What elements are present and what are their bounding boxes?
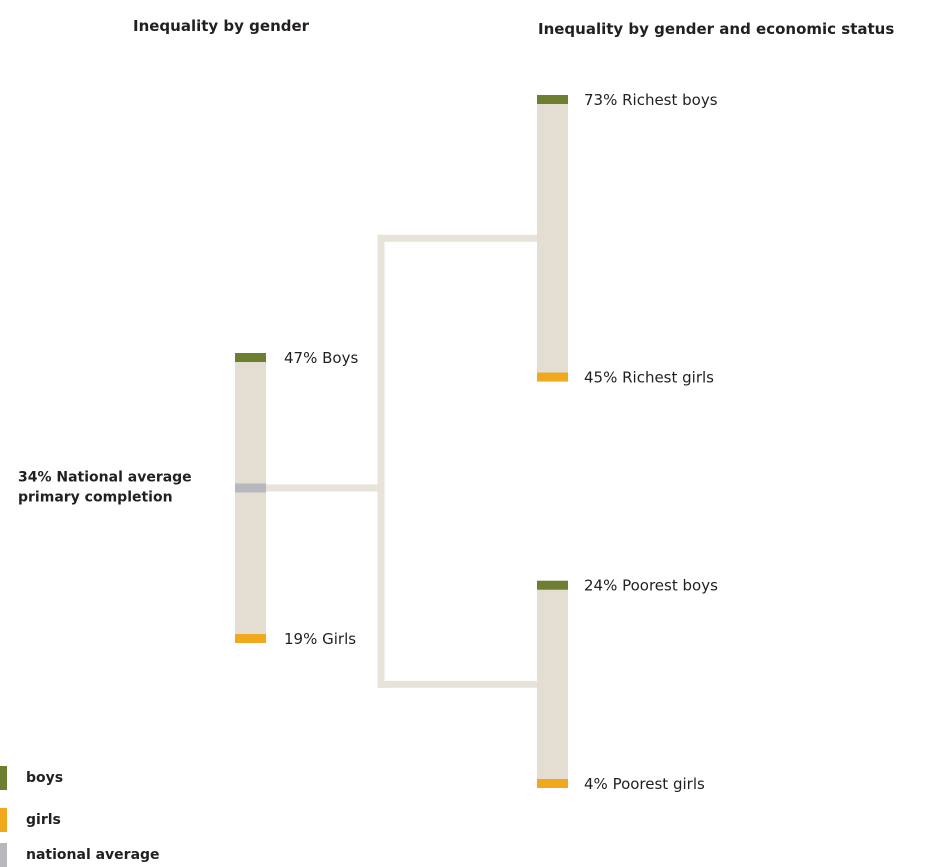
legend-swatch-girls [0,808,7,832]
chart-title-right: Inequality by gender and economic status [538,20,895,38]
legend-label-boys: boys [26,770,64,786]
boys-marker [235,353,266,362]
poorest-boys-marker [537,580,568,590]
poorest-girls-label: 4% Poorest girls [584,775,705,793]
legend-item-national-average: national average [0,843,160,867]
national-average-label-line-1: 34% National average [18,469,192,485]
legend-swatch-boys [0,766,7,790]
richest-boys-label: 73% Richest boys [584,91,718,109]
national-average-marker [235,483,266,493]
girls-label: 19% Girls [284,630,356,648]
richest-bar-track [537,95,568,382]
boys-label: 47% Boys [284,349,358,367]
legend-swatch-national-average [0,843,7,867]
legend-label-girls: girls [26,812,61,828]
poorest-bar-track [537,580,568,788]
connector-branch-poorest [381,680,537,688]
legend-item-girls: girls [0,808,61,832]
connector-horizontal-average [266,484,381,492]
richest-boys-marker [537,95,568,104]
poorest-boys-label: 24% Poorest boys [584,577,718,595]
legend-item-boys: boys [0,766,63,790]
gender-bar-track [235,353,266,643]
poorest-girls-marker [537,779,568,788]
girls-marker [235,634,266,643]
richest-girls-marker [537,372,568,382]
legend-label-national-average: national average [26,847,160,863]
chart-title-left: Inequality by gender [133,17,310,35]
connector-branch-richest [381,234,537,242]
connector-vertical-trunk [377,234,385,688]
richest-girls-label: 45% Richest girls [584,369,714,387]
national-average-label-line-2: primary completion [18,489,173,505]
